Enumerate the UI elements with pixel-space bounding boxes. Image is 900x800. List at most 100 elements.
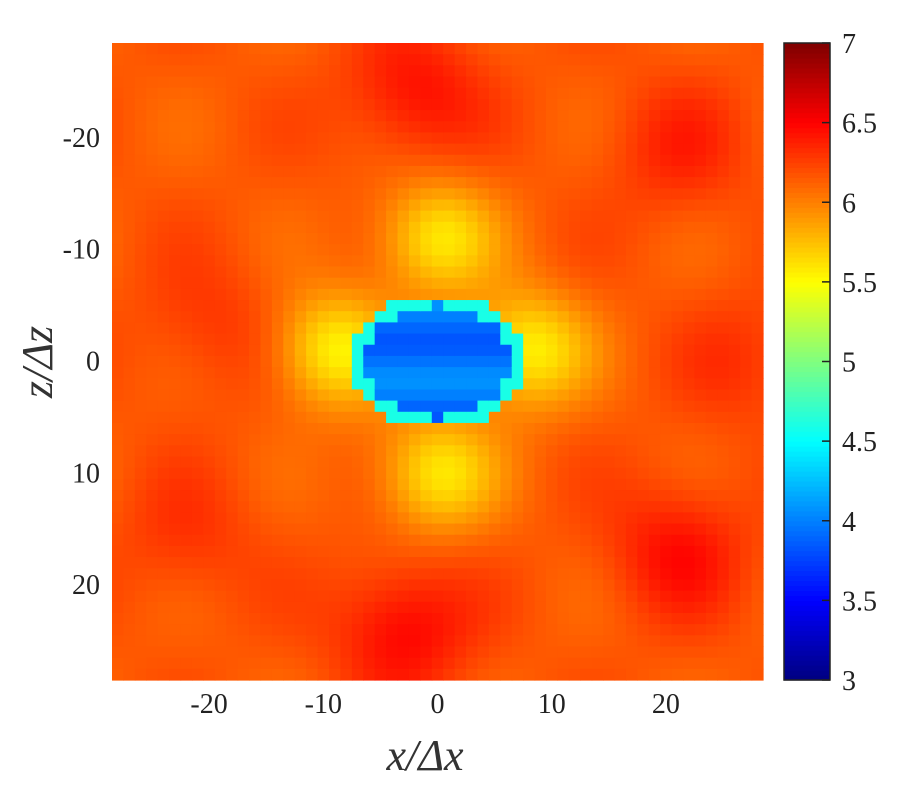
heatmap-cell xyxy=(260,355,273,368)
heatmap-cell xyxy=(351,624,364,636)
heatmap-cell xyxy=(557,87,570,100)
heatmap-cell xyxy=(717,333,730,346)
heatmap-cell xyxy=(283,244,296,256)
heatmap-cell xyxy=(351,300,364,312)
heatmap-cell xyxy=(648,188,661,201)
heatmap-cell xyxy=(157,221,170,234)
heatmap-cell xyxy=(317,300,330,312)
heatmap-cell xyxy=(351,467,364,480)
heatmap-cell xyxy=(317,288,330,301)
heatmap-cell xyxy=(454,467,467,480)
heatmap-cell xyxy=(317,110,330,122)
heatmap-cell xyxy=(534,311,547,323)
heatmap-cell xyxy=(546,557,559,569)
heatmap-cell xyxy=(614,76,627,89)
heatmap-cell xyxy=(683,210,696,223)
heatmap-cell xyxy=(374,110,387,122)
heatmap-cell xyxy=(728,98,741,111)
heatmap-cell xyxy=(671,400,684,413)
heatmap-cell xyxy=(294,43,307,55)
heatmap-cell xyxy=(351,534,364,547)
heatmap-cell xyxy=(386,199,399,212)
heatmap-cell xyxy=(648,288,661,301)
heatmap-cell xyxy=(683,467,696,480)
heatmap-cell xyxy=(705,389,718,402)
heatmap-cell xyxy=(374,188,387,201)
heatmap-cell xyxy=(500,199,513,212)
heatmap-cell xyxy=(523,165,536,178)
heatmap-cell xyxy=(306,333,319,346)
heatmap-cell xyxy=(431,624,444,636)
heatmap-cell xyxy=(671,266,684,279)
heatmap-cell xyxy=(648,612,661,625)
heatmap-cell xyxy=(523,300,536,312)
heatmap-cell xyxy=(614,333,627,346)
colorbar-segment xyxy=(784,82,830,89)
heatmap-cell xyxy=(180,54,193,66)
heatmap-cell xyxy=(477,601,490,614)
heatmap-cell xyxy=(466,434,479,446)
heatmap-cell xyxy=(363,333,376,346)
heatmap-cell xyxy=(466,210,479,223)
heatmap-cell xyxy=(683,490,696,502)
heatmap-cell xyxy=(283,378,296,391)
heatmap-cell xyxy=(237,344,250,357)
plot-area xyxy=(112,43,764,681)
heatmap-cell xyxy=(191,534,204,547)
heatmap-cell xyxy=(260,322,273,335)
heatmap-cell xyxy=(728,467,741,480)
heatmap-cell xyxy=(203,255,216,268)
heatmap-cell xyxy=(203,43,216,55)
heatmap-cell xyxy=(637,534,650,547)
heatmap-cell xyxy=(294,333,307,346)
heatmap-cell xyxy=(226,668,239,681)
heatmap-cell xyxy=(191,367,204,379)
heatmap-cell xyxy=(488,422,501,435)
heatmap-cell xyxy=(717,87,730,100)
heatmap-cell xyxy=(683,277,696,290)
heatmap-cell xyxy=(477,165,490,178)
heatmap-cell xyxy=(157,467,170,480)
heatmap-cell xyxy=(523,266,536,279)
heatmap-cell xyxy=(625,121,638,134)
colorbar-segment xyxy=(784,252,830,258)
heatmap-cell xyxy=(214,467,227,480)
heatmap-cell xyxy=(317,333,330,346)
heatmap-cell xyxy=(260,76,273,89)
heatmap-cell xyxy=(351,579,364,592)
heatmap-cell xyxy=(203,624,216,636)
heatmap-cell xyxy=(260,311,273,323)
heatmap-cell xyxy=(386,624,399,636)
heatmap-cell xyxy=(443,177,456,189)
heatmap-cell xyxy=(694,478,707,491)
heatmap-cell xyxy=(751,87,764,100)
heatmap-cell xyxy=(397,266,410,279)
heatmap-cell xyxy=(557,65,570,78)
heatmap-cell xyxy=(614,612,627,625)
heatmap-cell xyxy=(728,557,741,569)
heatmap-cell xyxy=(523,657,536,670)
heatmap-cell xyxy=(488,635,501,648)
heatmap-cell xyxy=(294,165,307,178)
heatmap-cell xyxy=(420,501,433,513)
colorbar-segment xyxy=(784,227,830,233)
heatmap-cell xyxy=(546,143,559,156)
heatmap-cell xyxy=(397,188,410,201)
heatmap-cell xyxy=(660,355,673,368)
heatmap-cell xyxy=(283,143,296,156)
heatmap-cell xyxy=(363,590,376,603)
heatmap-cell xyxy=(329,210,342,223)
heatmap-cell xyxy=(329,657,342,670)
heatmap-cell xyxy=(454,188,467,201)
heatmap-cell xyxy=(146,232,159,245)
heatmap-cell xyxy=(660,277,673,290)
heatmap-cell xyxy=(568,434,581,446)
heatmap-cell xyxy=(454,590,467,603)
heatmap-cell xyxy=(351,545,364,558)
heatmap-cell xyxy=(237,87,250,100)
heatmap-cell xyxy=(488,255,501,268)
heatmap-cell xyxy=(112,400,125,413)
heatmap-cell xyxy=(443,355,456,368)
heatmap-cell xyxy=(603,277,616,290)
heatmap-cell xyxy=(694,333,707,346)
